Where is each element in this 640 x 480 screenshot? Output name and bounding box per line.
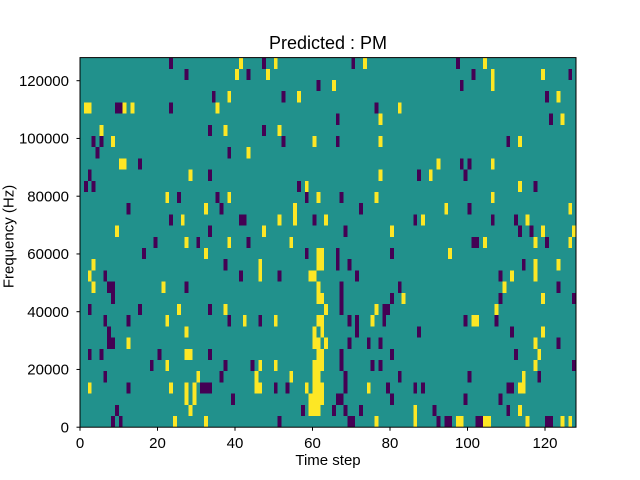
svg-text:Predicted : PM: Predicted : PM [269, 33, 387, 53]
svg-text:120000: 120000 [19, 73, 69, 90]
svg-text:100000: 100000 [19, 131, 69, 148]
svg-text:100: 100 [455, 435, 480, 452]
svg-text:40000: 40000 [27, 304, 69, 321]
svg-text:80: 80 [382, 435, 399, 452]
svg-text:Frequency (Hz): Frequency (Hz) [1, 185, 18, 288]
svg-text:60: 60 [304, 435, 321, 452]
svg-text:40: 40 [227, 435, 244, 452]
svg-text:0: 0 [61, 419, 69, 436]
svg-text:Time step: Time step [295, 452, 360, 469]
svg-text:120: 120 [532, 435, 557, 452]
svg-text:60000: 60000 [27, 246, 69, 263]
svg-text:20000: 20000 [27, 362, 69, 379]
svg-text:20: 20 [149, 435, 166, 452]
svg-text:80000: 80000 [27, 188, 69, 205]
svg-text:0: 0 [76, 435, 84, 452]
